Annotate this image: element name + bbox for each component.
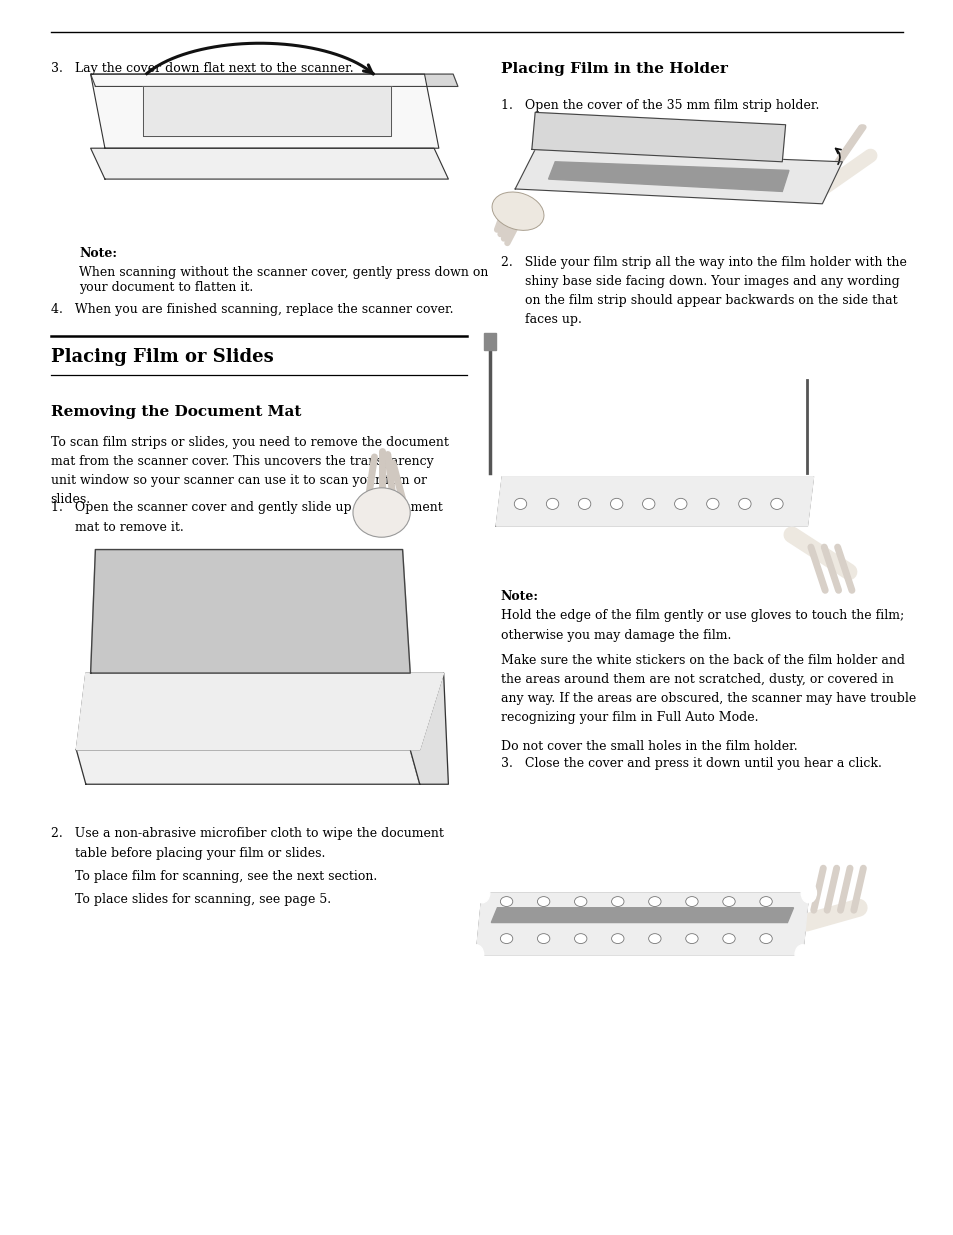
Ellipse shape bbox=[574, 897, 586, 906]
Text: mat to remove it.: mat to remove it. bbox=[51, 521, 183, 534]
Ellipse shape bbox=[738, 498, 750, 509]
Polygon shape bbox=[91, 74, 457, 86]
Polygon shape bbox=[76, 750, 419, 784]
Polygon shape bbox=[143, 86, 391, 136]
Ellipse shape bbox=[770, 498, 782, 509]
Text: When scanning without the scanner cover, gently press down on
your document to f: When scanning without the scanner cover,… bbox=[79, 267, 488, 294]
Text: 3.   Lay the cover down flat next to the scanner.: 3. Lay the cover down flat next to the s… bbox=[51, 62, 353, 75]
Circle shape bbox=[794, 945, 809, 965]
Text: 1.   Open the scanner cover and gently slide up the document: 1. Open the scanner cover and gently sli… bbox=[51, 501, 442, 515]
Ellipse shape bbox=[499, 897, 513, 906]
Text: shiny base side facing down. Your images and any wording: shiny base side facing down. Your images… bbox=[500, 274, 899, 288]
Text: mat from the scanner cover. This uncovers the transparency: mat from the scanner cover. This uncover… bbox=[51, 456, 433, 468]
Text: 2.   Use a non-abrasive microfiber cloth to wipe the document: 2. Use a non-abrasive microfiber cloth t… bbox=[51, 827, 443, 841]
Polygon shape bbox=[531, 112, 785, 162]
Text: Hold the edge of the film gently or use gloves to touch the film;: Hold the edge of the film gently or use … bbox=[500, 610, 903, 622]
Text: Placing Film or Slides: Placing Film or Slides bbox=[51, 348, 273, 367]
Ellipse shape bbox=[574, 934, 586, 944]
Text: slides.: slides. bbox=[51, 493, 91, 506]
Text: table before placing your film or slides.: table before placing your film or slides… bbox=[51, 847, 325, 860]
Ellipse shape bbox=[499, 934, 513, 944]
Text: otherwise you may damage the film.: otherwise you may damage the film. bbox=[500, 629, 730, 642]
Polygon shape bbox=[548, 162, 788, 191]
Polygon shape bbox=[491, 908, 793, 923]
Text: 3.   Close the cover and press it down until you hear a click.: 3. Close the cover and press it down unt… bbox=[500, 757, 881, 771]
Ellipse shape bbox=[546, 498, 558, 509]
Text: Note:: Note: bbox=[79, 247, 117, 261]
Polygon shape bbox=[496, 477, 813, 526]
Polygon shape bbox=[91, 550, 410, 673]
Text: Make sure the white stickers on the back of the film holder and: Make sure the white stickers on the back… bbox=[500, 653, 903, 667]
Ellipse shape bbox=[514, 498, 526, 509]
Ellipse shape bbox=[353, 488, 410, 537]
Circle shape bbox=[801, 883, 816, 903]
Text: To place film for scanning, see the next section.: To place film for scanning, see the next… bbox=[51, 869, 376, 883]
Text: unit window so your scanner can use it to scan your film or: unit window so your scanner can use it t… bbox=[51, 474, 426, 488]
Text: To scan film strips or slides, you need to remove the document: To scan film strips or slides, you need … bbox=[51, 436, 448, 450]
Text: any way. If the areas are obscured, the scanner may have trouble: any way. If the areas are obscured, the … bbox=[500, 692, 915, 705]
Circle shape bbox=[474, 883, 489, 903]
Ellipse shape bbox=[537, 934, 549, 944]
Ellipse shape bbox=[722, 934, 735, 944]
Ellipse shape bbox=[648, 897, 660, 906]
Text: 4.   When you are finished scanning, replace the scanner cover.: 4. When you are finished scanning, repla… bbox=[51, 303, 453, 316]
Polygon shape bbox=[410, 673, 448, 784]
Text: faces up.: faces up. bbox=[500, 314, 581, 326]
Ellipse shape bbox=[537, 897, 549, 906]
Text: Do not cover the small holes in the film holder.: Do not cover the small holes in the film… bbox=[500, 740, 797, 752]
Ellipse shape bbox=[492, 191, 543, 231]
Ellipse shape bbox=[611, 897, 623, 906]
Text: To place slides for scanning, see page 5.: To place slides for scanning, see page 5… bbox=[51, 893, 331, 905]
Circle shape bbox=[468, 945, 483, 965]
Polygon shape bbox=[91, 74, 438, 148]
Text: 2.   Slide your film strip all the way into the film holder with the: 2. Slide your film strip all the way int… bbox=[500, 256, 905, 269]
Ellipse shape bbox=[641, 498, 654, 509]
Text: Note:: Note: bbox=[500, 590, 538, 604]
Polygon shape bbox=[515, 149, 841, 204]
Polygon shape bbox=[91, 148, 448, 179]
Text: Placing Film in the Holder: Placing Film in the Holder bbox=[500, 62, 727, 75]
Polygon shape bbox=[476, 893, 808, 955]
Text: the areas around them are not scratched, dusty, or covered in: the areas around them are not scratched,… bbox=[500, 673, 893, 685]
Ellipse shape bbox=[611, 934, 623, 944]
Ellipse shape bbox=[674, 498, 686, 509]
Ellipse shape bbox=[648, 934, 660, 944]
Text: on the film strip should appear backwards on the side that: on the film strip should appear backward… bbox=[500, 294, 897, 308]
Ellipse shape bbox=[685, 934, 698, 944]
Ellipse shape bbox=[706, 498, 719, 509]
Ellipse shape bbox=[759, 897, 772, 906]
Ellipse shape bbox=[685, 897, 698, 906]
Text: Removing the Document Mat: Removing the Document Mat bbox=[51, 405, 300, 419]
Ellipse shape bbox=[578, 498, 590, 509]
Polygon shape bbox=[76, 673, 443, 750]
Text: 1.   Open the cover of the 35 mm film strip holder.: 1. Open the cover of the 35 mm film stri… bbox=[500, 99, 819, 112]
Ellipse shape bbox=[759, 934, 772, 944]
Polygon shape bbox=[483, 333, 496, 350]
Ellipse shape bbox=[610, 498, 622, 509]
Ellipse shape bbox=[722, 897, 735, 906]
Text: recognizing your film in Full Auto Mode.: recognizing your film in Full Auto Mode. bbox=[500, 711, 758, 724]
